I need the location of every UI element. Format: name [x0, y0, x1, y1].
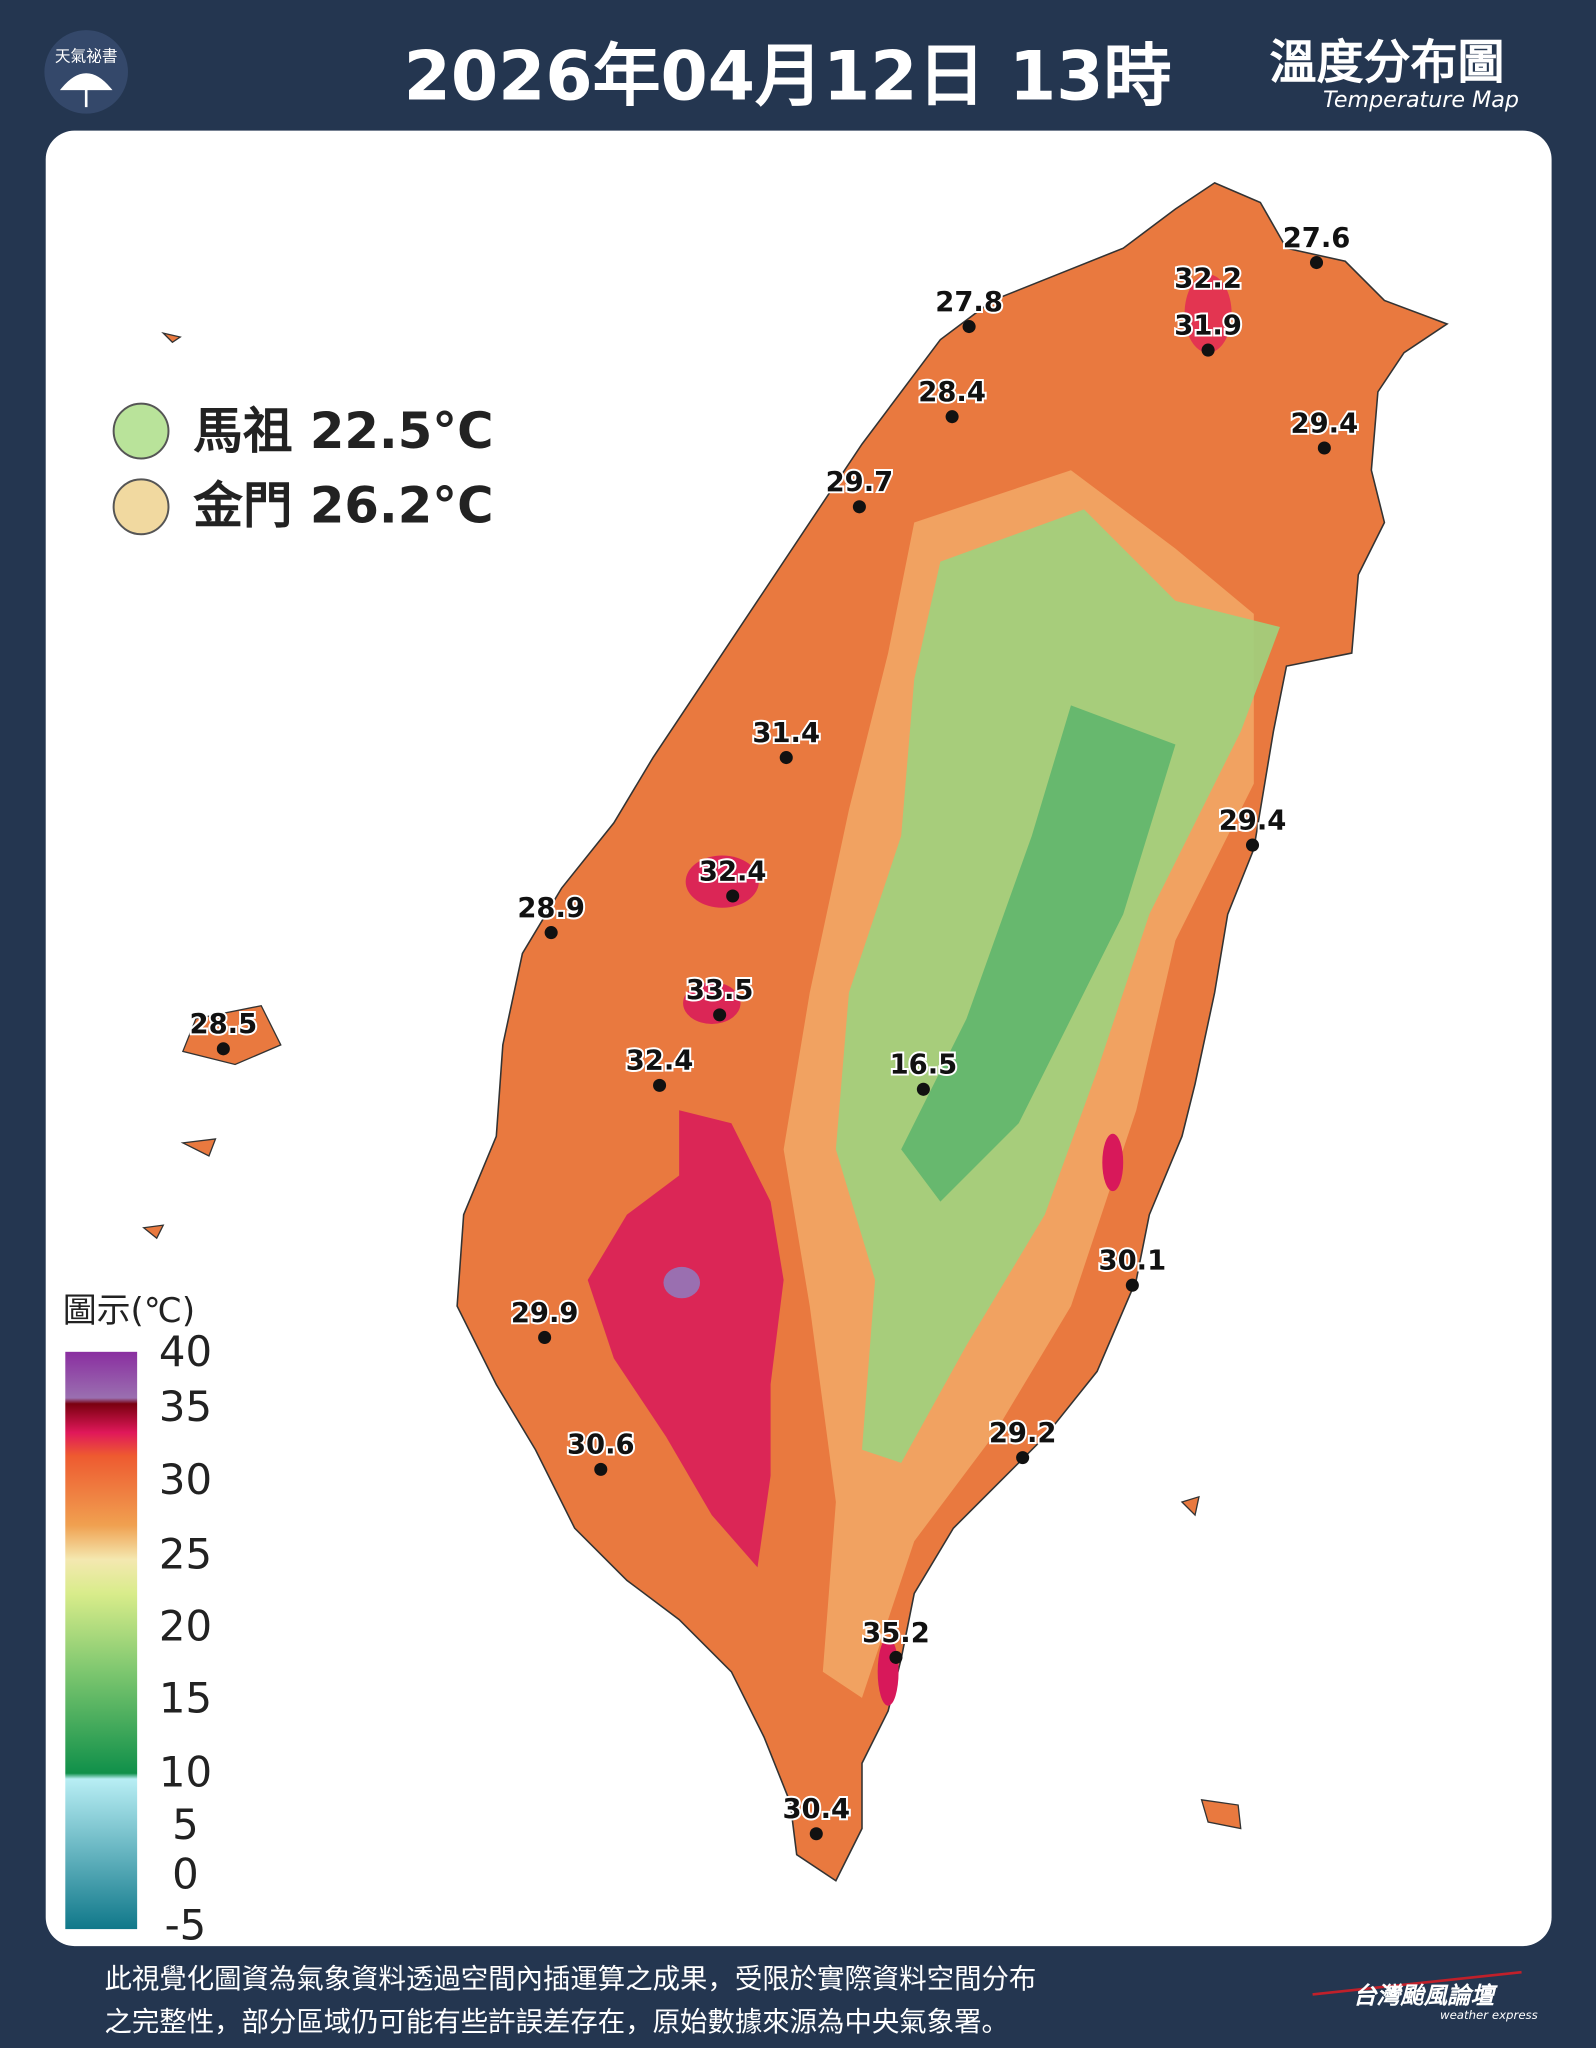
- station-dot: [594, 1462, 608, 1476]
- station-dot: [1201, 343, 1215, 357]
- station-value: 33.5: [686, 975, 754, 1006]
- product-title: 溫度分布圖: [1270, 35, 1505, 90]
- legend-title: 圖示(℃): [63, 1291, 195, 1331]
- station-dot: [1016, 1451, 1030, 1465]
- station-dot: [653, 1078, 667, 1092]
- product-subtitle: Temperature Map: [1323, 87, 1519, 113]
- station-dot: [916, 1082, 930, 1096]
- brand: 台灣颱風論壇: [1353, 1982, 1498, 2010]
- station-dot: [889, 1650, 903, 1664]
- station-value: 28.5: [190, 1009, 258, 1040]
- station-dot: [1309, 256, 1324, 270]
- station-value: 16.5: [890, 1050, 958, 1081]
- station-value: 31.4: [752, 718, 820, 749]
- footer-text: 此視覺化圖資為氣象資料透過空間內插運算之成果，受限於實際資料空間分布: [104, 1964, 1036, 1995]
- island-temp: 26.2°C: [310, 476, 494, 534]
- station-dot: [216, 1042, 230, 1056]
- station-dot: [809, 1827, 823, 1841]
- legend-tick-label: 35: [159, 1382, 212, 1431]
- station-value: 32.4: [626, 1046, 694, 1077]
- station-dot: [962, 320, 976, 334]
- station-dot: [1317, 441, 1331, 455]
- island-temp: 22.5°C: [310, 402, 494, 460]
- footer-text: 之完整性，部分區域仍可能有些許誤差存在，原始數據來源為中央氣象署。: [104, 2007, 1008, 2038]
- station-value: 29.9: [511, 1298, 579, 1329]
- matsu-label: 馬祖 22.5°C: [193, 402, 493, 460]
- station-dot: [1245, 838, 1260, 852]
- station-value: 30.1: [1099, 1246, 1167, 1277]
- stations: 27.6 32.2 31.9 27.8 28.4 29.4 29.7 31.4 29.4 32.4…: [188, 221, 1360, 1841]
- legend-tick-label: 25: [159, 1530, 212, 1579]
- station-value: 28.9: [517, 893, 585, 924]
- station-value: 27.6: [1283, 223, 1351, 254]
- kinmen-swatch: [112, 478, 170, 536]
- station-value: 28.4: [918, 377, 986, 408]
- brand-sub: weather express: [1440, 2008, 1538, 2022]
- matsu-swatch: [112, 402, 170, 460]
- station-dot: [538, 1330, 552, 1344]
- logo: [44, 30, 128, 114]
- station-value: 30.4: [782, 1794, 850, 1825]
- umbrella-icon: [59, 73, 113, 108]
- island-name: 金門: [193, 476, 292, 534]
- legend-tick-label: 10: [159, 1748, 212, 1797]
- station-dot: [726, 889, 740, 903]
- station-value: 29.4: [1291, 408, 1359, 439]
- station-value: 29.4: [1219, 805, 1287, 836]
- station-value: 31.9: [1174, 310, 1242, 341]
- color-bar: [65, 1351, 138, 1930]
- station-value: 35.2: [862, 1618, 930, 1649]
- station-value: 29.7: [826, 467, 894, 498]
- station-value: 27.8: [935, 287, 1003, 318]
- logo-text: 天氣祕書: [55, 46, 118, 65]
- station-value: 29.2: [989, 1418, 1057, 1449]
- kinmen-label: 金門 26.2°C: [193, 476, 493, 534]
- legend-tick-label: 40: [159, 1327, 212, 1376]
- station-dot: [852, 500, 866, 514]
- legend-tick-label: 5: [172, 1800, 199, 1849]
- title: 2026年04月12日 13時: [404, 37, 1172, 116]
- legend-tick-label: 15: [159, 1673, 212, 1722]
- station-dot: [779, 751, 793, 765]
- taiwan-map: [142, 182, 1449, 1882]
- station-dot: [713, 1008, 727, 1022]
- station-dot: [1125, 1278, 1139, 1292]
- station-dot: [544, 926, 558, 940]
- station-value: 32.2: [1174, 263, 1242, 294]
- legend-tick-label: 20: [159, 1601, 212, 1650]
- station-value: 30.6: [567, 1430, 635, 1461]
- station-dot: [945, 410, 959, 424]
- island-name: 馬祖: [193, 402, 292, 460]
- legend-tick-label: 0: [172, 1850, 199, 1899]
- station-value: 32.4: [699, 856, 767, 887]
- brand-line: [1312, 1970, 1522, 1996]
- legend-tick-label: -5: [165, 1901, 207, 1950]
- legend-tick-label: 30: [159, 1455, 212, 1504]
